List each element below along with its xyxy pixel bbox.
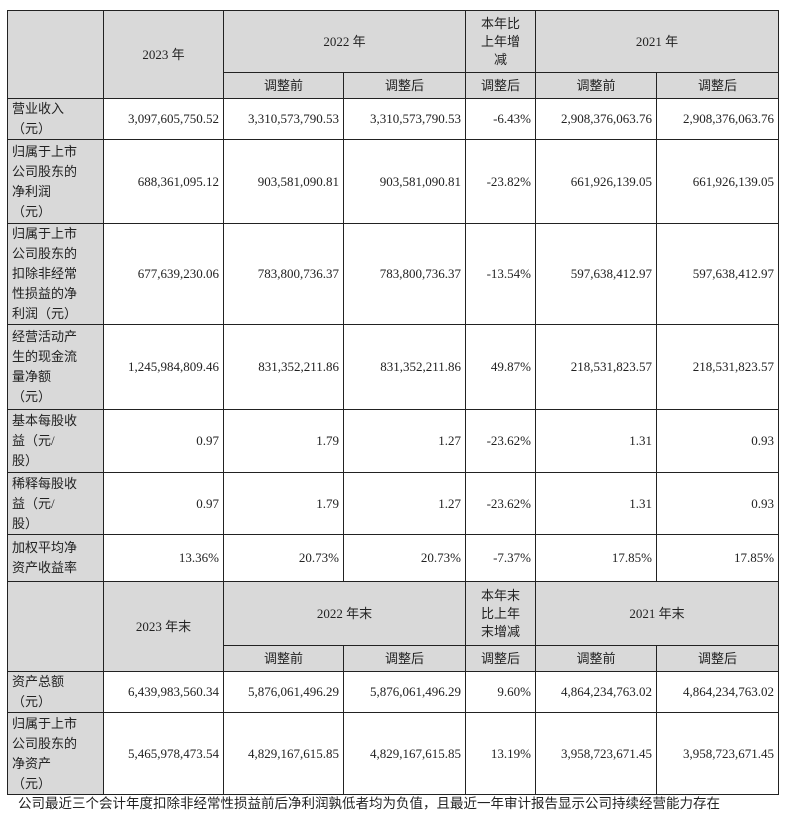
cell-value: 0.93 bbox=[656, 472, 780, 535]
cell-value: 4,829,167,615.85 bbox=[223, 712, 344, 795]
cell-value: 903,581,090.81 bbox=[342, 139, 467, 224]
header-row: 2023 年末 2022 年末 本年末 比上年 末增减 2021 年末 bbox=[7, 581, 780, 672]
header-corner bbox=[7, 10, 104, 99]
table-row: 营业收入 （元） 3,097,605,750.52 3,310,573,790.53… bbox=[7, 98, 780, 140]
cell-value: 17.85% bbox=[656, 534, 780, 582]
cell-value: 218,531,823.57 bbox=[535, 324, 658, 410]
cell-value: -23.62% bbox=[465, 409, 537, 473]
row-label: 基本每股收 益（元/ 股） bbox=[7, 409, 104, 473]
cell-value: 0.93 bbox=[656, 409, 780, 473]
cell-value: 1.79 bbox=[223, 409, 344, 473]
cell-value: 661,926,139.05 bbox=[535, 139, 658, 224]
cell-value: 597,638,412.97 bbox=[535, 223, 658, 325]
header-2021: 2021 年 bbox=[535, 10, 780, 73]
row-label: 资产总额 （元） bbox=[7, 671, 104, 713]
cell-value: 3,958,723,671.45 bbox=[656, 712, 780, 795]
cell-value: -23.82% bbox=[465, 139, 537, 224]
cell-value: 3,097,605,750.52 bbox=[103, 98, 224, 140]
cell-value: 831,352,211.86 bbox=[223, 324, 344, 410]
header-2021: 2021 年末 bbox=[535, 581, 780, 646]
cell-value: 17.85% bbox=[535, 534, 658, 582]
cell-value: -23.62% bbox=[465, 472, 537, 535]
cell-value: 1.27 bbox=[342, 472, 467, 535]
cell-value: 831,352,211.86 bbox=[342, 324, 467, 410]
table-row: 基本每股收 益（元/ 股） 0.97 1.79 1.27 -23.62% 1.31 0.93 bbox=[7, 409, 780, 473]
cell-value: 0.97 bbox=[103, 472, 224, 535]
cell-value: 688,361,095.12 bbox=[103, 139, 224, 224]
sub-after: 调整后 bbox=[656, 72, 780, 99]
cell-value: 3,310,573,790.53 bbox=[342, 98, 467, 140]
sub-after: 调整后 bbox=[342, 72, 467, 99]
row-label: 加权平均净 资产收益率 bbox=[7, 534, 104, 582]
cell-value: -6.43% bbox=[465, 98, 537, 140]
cell-value: 4,864,234,763.02 bbox=[535, 671, 658, 713]
table-row: 加权平均净 资产收益率 13.36% 20.73% 20.73% -7.37% 17.85… bbox=[7, 534, 780, 582]
table-row: 稀释每股收 益（元/ 股） 0.97 1.79 1.27 -23.62% 1.31 0.93 bbox=[7, 472, 780, 535]
row-label: 归属于上市 公司股东的 净利润 （元） bbox=[7, 139, 104, 224]
cell-value: 2,908,376,063.76 bbox=[656, 98, 780, 140]
subheader-row: 调整前 调整后 调整后 调整前 调整后 bbox=[8, 645, 780, 672]
row-label: 稀释每股收 益（元/ 股） bbox=[7, 472, 104, 535]
cell-value: 13.36% bbox=[103, 534, 224, 582]
cell-value: 5,876,061,496.29 bbox=[223, 671, 344, 713]
cell-value: 1.27 bbox=[342, 409, 467, 473]
sub-before: 调整前 bbox=[223, 72, 344, 99]
cell-value: 1.31 bbox=[535, 409, 658, 473]
cell-value: 783,800,736.37 bbox=[342, 223, 467, 325]
cell-value: 661,926,139.05 bbox=[656, 139, 780, 224]
cell-value: 13.19% bbox=[465, 712, 537, 795]
cell-value: 0.97 bbox=[103, 409, 224, 473]
cell-value: 4,829,167,615.85 bbox=[342, 712, 467, 795]
cell-value: 5,465,978,473.54 bbox=[103, 712, 224, 795]
sub-before: 调整前 bbox=[535, 645, 658, 672]
header-corner bbox=[7, 581, 104, 672]
sub-after: 调整后 bbox=[656, 645, 780, 672]
cell-value: 1.79 bbox=[223, 472, 344, 535]
row-label: 营业收入 （元） bbox=[7, 98, 104, 140]
row-label: 归属于上市 公司股东的 净资产 （元） bbox=[7, 712, 104, 795]
cell-value: 6,439,983,560.34 bbox=[103, 671, 224, 713]
cell-value: 4,864,234,763.02 bbox=[656, 671, 780, 713]
sub-before: 调整前 bbox=[535, 72, 658, 99]
cell-value: 20.73% bbox=[342, 534, 467, 582]
header-2023: 2023 年末 bbox=[103, 581, 224, 672]
financial-table: 2023 年 2022 年 本年比 上年增 减 2021 年 调整前 调整后 调… bbox=[7, 10, 780, 795]
subheader-row: 调整前 调整后 调整后 调整前 调整后 bbox=[8, 72, 780, 99]
cell-value: 3,310,573,790.53 bbox=[223, 98, 344, 140]
header-change: 本年比 上年增 减 bbox=[465, 10, 537, 73]
cell-value: 597,638,412.97 bbox=[656, 223, 780, 325]
header-change: 本年末 比上年 末增减 bbox=[465, 581, 537, 646]
cell-value: 903,581,090.81 bbox=[223, 139, 344, 224]
sub-after: 调整后 bbox=[465, 72, 537, 99]
table-row: 归属于上市 公司股东的 净利润 （元） 688,361,095.12 903,581… bbox=[7, 139, 780, 224]
table-row: 归属于上市 公司股东的 净资产 （元） 5,465,978,473.54 4,829… bbox=[7, 712, 780, 795]
cell-value: 218,531,823.57 bbox=[656, 324, 780, 410]
sub-after: 调整后 bbox=[465, 645, 537, 672]
cell-value: -13.54% bbox=[465, 223, 537, 325]
footer-text: 公司最近三个会计年度扣除非经常性损益前后净利润孰低者均为负值，且最近一年审计报告… bbox=[18, 796, 720, 811]
cell-value: 3,958,723,671.45 bbox=[535, 712, 658, 795]
header-2022: 2022 年末 bbox=[222, 581, 467, 646]
cell-value: 5,876,061,496.29 bbox=[342, 671, 467, 713]
row-label: 归属于上市 公司股东的 扣除非经常 性损益的净 利润（元） bbox=[7, 223, 104, 325]
cell-value: 9.60% bbox=[465, 671, 537, 713]
cell-value: 783,800,736.37 bbox=[223, 223, 344, 325]
cell-value: 1.31 bbox=[535, 472, 658, 535]
sub-after: 调整后 bbox=[342, 645, 467, 672]
header-2022: 2022 年 bbox=[222, 10, 467, 73]
header-row: 2023 年 2022 年 本年比 上年增 减 2021 年 bbox=[7, 10, 780, 99]
sub-before: 调整前 bbox=[223, 645, 344, 672]
cell-value: 49.87% bbox=[465, 324, 537, 410]
cell-value: 677,639,230.06 bbox=[103, 223, 224, 325]
cell-value: 1,245,984,809.46 bbox=[103, 324, 224, 410]
cell-value: 20.73% bbox=[223, 534, 344, 582]
table-row: 资产总额 （元） 6,439,983,560.34 5,876,061,496.29… bbox=[7, 671, 780, 713]
row-label: 经营活动产 生的现金流 量净额 （元） bbox=[7, 324, 104, 410]
table-row: 归属于上市 公司股东的 扣除非经常 性损益的净 利润（元） 677,639,230… bbox=[7, 223, 780, 325]
table-row: 经营活动产 生的现金流 量净额 （元） 1,245,984,809.46 831,3… bbox=[7, 324, 780, 410]
cell-value: 2,908,376,063.76 bbox=[535, 98, 658, 140]
cell-value: -7.37% bbox=[465, 534, 537, 582]
header-2023: 2023 年 bbox=[103, 10, 224, 99]
